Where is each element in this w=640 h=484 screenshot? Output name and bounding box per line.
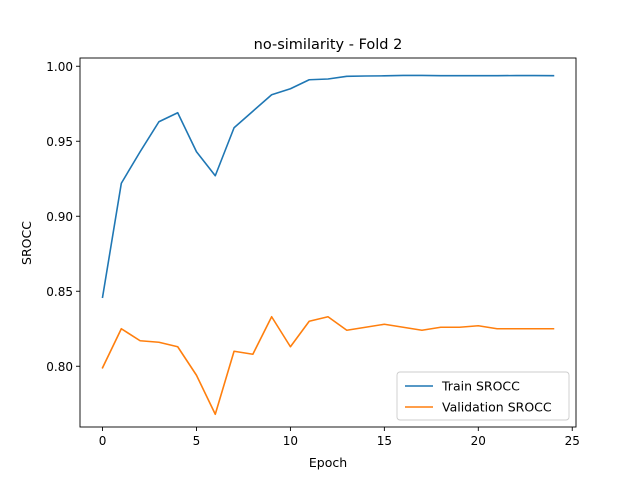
chart-title: no-similarity - Fold 2 bbox=[254, 37, 403, 53]
y-tick-label: 1.00 bbox=[46, 60, 73, 74]
plot-area: 0 5 10 15 20 25 0.80 0.85 0.90 0.95 1.00 Train SROC… bbox=[46, 57, 580, 448]
x-tick-label: 0 bbox=[99, 434, 107, 448]
x-tick-label: 10 bbox=[283, 434, 298, 448]
y-tick-label: 0.85 bbox=[46, 285, 73, 299]
series-line-train bbox=[101, 74, 555, 299]
x-tick-label: 25 bbox=[565, 434, 580, 448]
legend-label-validation: Validation SROCC bbox=[442, 400, 552, 415]
y-tick-label: 0.80 bbox=[46, 360, 73, 374]
x-axis-label: Epoch bbox=[309, 455, 347, 470]
series-line-validation bbox=[101, 315, 555, 416]
x-tick-label: 15 bbox=[377, 434, 392, 448]
legend-box bbox=[396, 371, 570, 421]
x-tick-label: 5 bbox=[193, 434, 201, 448]
x-tick-label: 20 bbox=[471, 434, 486, 448]
legend: Train SROCC Validation SROCC bbox=[396, 371, 570, 421]
y-tick-label: 0.90 bbox=[46, 210, 73, 224]
axes-frame bbox=[79, 57, 577, 428]
legend-label-train: Train SROCC bbox=[441, 379, 520, 394]
y-tick-label: 0.95 bbox=[46, 135, 73, 149]
y-axis-label: SROCC bbox=[19, 221, 34, 265]
